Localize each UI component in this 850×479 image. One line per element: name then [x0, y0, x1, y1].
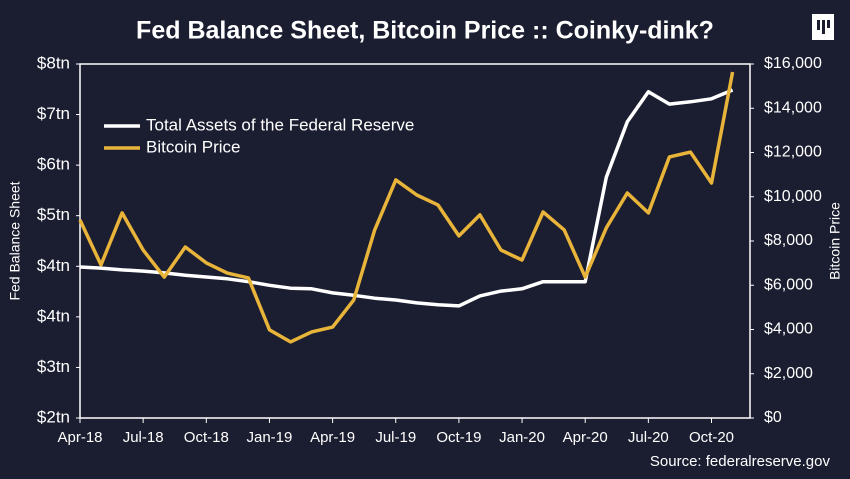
x-tick-label: Jan-19: [247, 429, 293, 446]
x-tick-label: Jul-20: [628, 429, 669, 446]
logo-glyph: [817, 20, 830, 34]
x-tick-label: Oct-18: [184, 429, 229, 446]
y2-tick-label: $2,000: [764, 365, 813, 382]
y2-axis-title: Bitcoin Price: [827, 202, 843, 280]
x-tick-label: Jul-19: [375, 429, 416, 446]
y2-tick-label: $14,000: [764, 99, 822, 116]
x-tick-label: Apr-18: [57, 429, 102, 446]
x-tick-label: Oct-19: [436, 429, 481, 446]
x-tick-label: Apr-19: [310, 429, 355, 446]
y-axis-title: Fed Balance Sheet: [7, 181, 23, 300]
logo: [812, 14, 834, 40]
source-note: Source: federalreserve.gov: [650, 453, 831, 470]
x-tick-label: Oct-20: [689, 429, 734, 446]
chart-title: Fed Balance Sheet, Bitcoin Price :: Coin…: [136, 17, 714, 45]
legend-label: Total Assets of the Federal Reserve: [146, 115, 414, 134]
legend-label: Bitcoin Price: [146, 137, 240, 156]
series-line: [78, 71, 735, 344]
x-tick-label: Apr-20: [563, 429, 608, 446]
y2-tick-label: $6,000: [764, 276, 813, 293]
y2-tick-label: $0: [764, 409, 782, 426]
y2-tick-label: $8,000: [764, 232, 813, 249]
y-tick-label: $4tn: [37, 306, 70, 325]
y-tick-label: $4tn: [37, 256, 70, 275]
y-tick-label: $8tn: [37, 53, 70, 72]
y-tick-label: $2tn: [37, 407, 70, 426]
y2-tick-label: $12,000: [764, 144, 822, 161]
x-tick-label: Jul-18: [123, 429, 164, 446]
y2-tick-label: $4,000: [764, 321, 813, 338]
y2-tick-label: $16,000: [764, 55, 822, 72]
y-tick-label: $3tn: [37, 357, 70, 376]
y-tick-label: $5tn: [37, 205, 70, 224]
y-tick-label: $6tn: [37, 155, 70, 174]
y-tick-label: $7tn: [37, 104, 70, 123]
x-tick-label: Jan-20: [499, 429, 545, 446]
y2-tick-label: $10,000: [764, 188, 822, 205]
series-line: [79, 88, 734, 308]
